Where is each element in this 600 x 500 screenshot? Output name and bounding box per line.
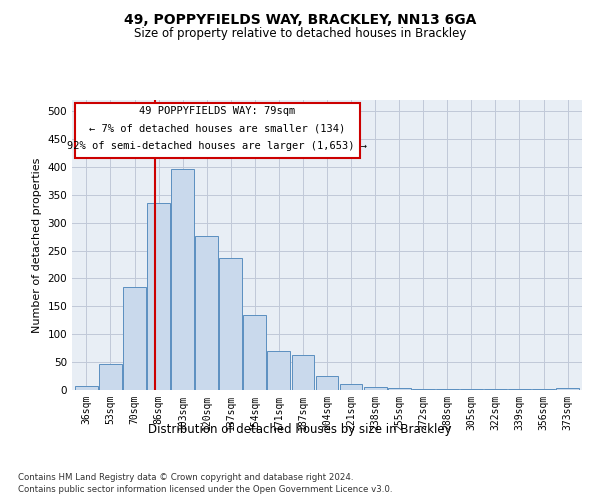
Bar: [171, 169, 194, 390]
Bar: [340, 384, 362, 390]
Bar: [123, 287, 146, 390]
Bar: [268, 351, 290, 390]
Bar: [436, 389, 459, 390]
Bar: [220, 258, 242, 390]
Bar: [388, 388, 410, 390]
Bar: [75, 386, 98, 390]
Y-axis label: Number of detached properties: Number of detached properties: [32, 158, 42, 332]
Text: Distribution of detached houses by size in Brackley: Distribution of detached houses by size …: [148, 422, 452, 436]
Text: Size of property relative to detached houses in Brackley: Size of property relative to detached ho…: [134, 28, 466, 40]
Text: 49 POPPYFIELDS WAY: 79sqm: 49 POPPYFIELDS WAY: 79sqm: [139, 106, 295, 117]
Text: Contains public sector information licensed under the Open Government Licence v3: Contains public sector information licen…: [18, 485, 392, 494]
Bar: [460, 389, 483, 390]
Bar: [195, 236, 218, 390]
Bar: [147, 203, 170, 390]
Bar: [292, 356, 314, 390]
Bar: [412, 389, 434, 390]
Text: Contains HM Land Registry data © Crown copyright and database right 2024.: Contains HM Land Registry data © Crown c…: [18, 472, 353, 482]
Bar: [364, 387, 386, 390]
Bar: [99, 364, 122, 390]
Text: 92% of semi-detached houses are larger (1,653) →: 92% of semi-detached houses are larger (…: [67, 141, 367, 151]
Bar: [244, 314, 266, 390]
Text: ← 7% of detached houses are smaller (134): ← 7% of detached houses are smaller (134…: [89, 124, 346, 134]
Bar: [316, 376, 338, 390]
Bar: [556, 388, 579, 390]
Text: 49, POPPYFIELDS WAY, BRACKLEY, NN13 6GA: 49, POPPYFIELDS WAY, BRACKLEY, NN13 6GA: [124, 12, 476, 26]
FancyBboxPatch shape: [74, 103, 360, 158]
